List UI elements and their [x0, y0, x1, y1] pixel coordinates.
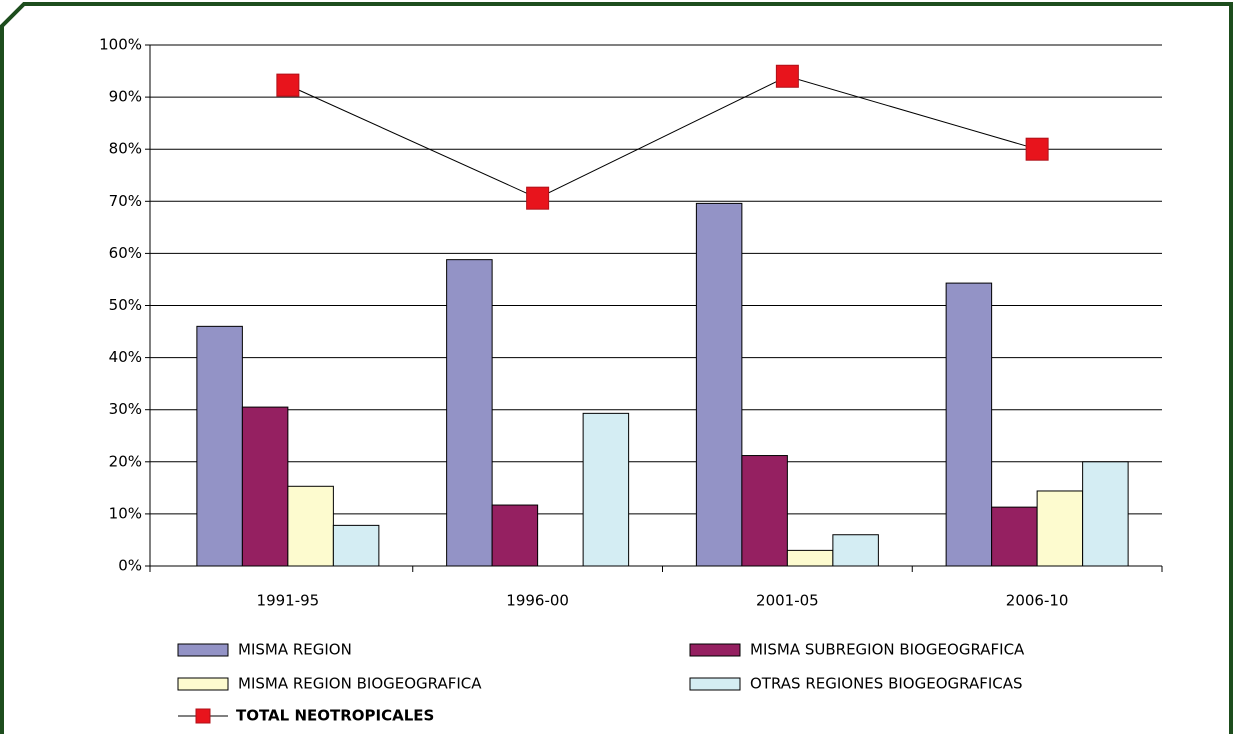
- bar: [582, 412, 630, 567]
- y-tick-label: 90%: [109, 88, 142, 106]
- bar: [1036, 490, 1084, 567]
- bar: [332, 524, 380, 567]
- line-marker: [526, 186, 550, 210]
- y-tick-label: 10%: [109, 504, 142, 522]
- bar: [832, 534, 879, 567]
- legend-swatch: [177, 677, 229, 691]
- line-marker: [775, 64, 799, 88]
- y-tick-label: 80%: [109, 140, 142, 158]
- bar: [786, 549, 834, 567]
- bar: [196, 325, 243, 567]
- y-tick-label: 20%: [109, 452, 142, 470]
- bar: [241, 406, 289, 567]
- x-tick-label: 1996-00: [506, 592, 569, 610]
- y-tick-label: 100%: [99, 36, 142, 54]
- bar: [1082, 461, 1129, 567]
- line: [287, 75, 1038, 199]
- legend-label: OTRAS REGIONES BIOGEOGRAFICAS: [750, 675, 1023, 693]
- y-tick-label: 30%: [109, 400, 142, 418]
- y-tick-label: 70%: [109, 192, 142, 210]
- bar: [446, 259, 493, 567]
- line-marker: [276, 73, 300, 97]
- y-tick-label: 0%: [118, 557, 142, 575]
- legend-swatch: [177, 643, 229, 657]
- legend-label: MISMA REGION BIOGEOGRAFICA: [238, 675, 482, 693]
- x-tick-label: 2006-10: [1006, 592, 1069, 610]
- legend-swatch: [689, 677, 741, 691]
- x-tick-label: 1991-95: [257, 592, 320, 610]
- bar: [695, 202, 743, 567]
- line-marker: [1025, 137, 1049, 161]
- bar: [491, 504, 539, 567]
- bar: [287, 485, 334, 567]
- y-tick-label: 60%: [109, 244, 142, 262]
- legend-label: TOTAL NEOTROPICALES: [236, 707, 434, 725]
- legend-label: MISMA SUBREGION BIOGEOGRAFICA: [750, 641, 1025, 659]
- legend-marker: [195, 708, 211, 724]
- y-tick-label: 50%: [109, 296, 142, 314]
- x-tick-label: 2001-05: [756, 592, 819, 610]
- bar: [945, 282, 993, 567]
- bar: [991, 506, 1038, 567]
- y-tick-label: 40%: [109, 348, 142, 366]
- legend-label: MISMA REGION: [238, 641, 352, 659]
- bar: [741, 455, 788, 567]
- legend-swatch: [689, 643, 741, 657]
